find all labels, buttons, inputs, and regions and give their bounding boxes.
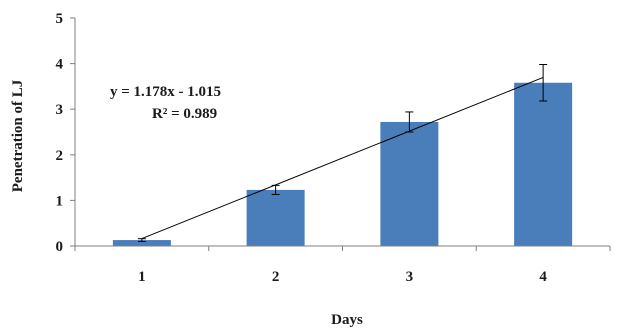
y-axis-title: Penetration of LJ: [10, 79, 26, 192]
y-axis-ticks: 0 1 2 3 4 5: [56, 11, 75, 255]
trendline-equation: y = 1.178x - 1.015: [110, 84, 221, 100]
x-tick-label-4: 4: [539, 269, 547, 285]
trendline-r2: R² = 0.989: [152, 106, 217, 122]
y-tick-label-4: 4: [56, 57, 64, 73]
x-axis-ticks: 1 2 3 4: [74, 246, 611, 285]
y-tick-label-1: 1: [56, 193, 64, 209]
trendline: [141, 76, 544, 240]
error-bars: [137, 64, 548, 242]
bar-day-1: [112, 240, 171, 246]
x-tick-label-2: 2: [272, 269, 280, 285]
bar-day-3: [380, 121, 439, 246]
y-tick-label-3: 3: [56, 102, 64, 118]
x-axis-title: Days: [331, 312, 363, 328]
bar-day-4: [514, 82, 573, 246]
y-tick-label-2: 2: [56, 148, 64, 164]
error-bar-day-1: [137, 238, 146, 242]
x-tick-label-3: 3: [406, 269, 414, 285]
bars: [112, 82, 573, 246]
bar-day-2: [246, 189, 305, 246]
error-bar-day-4: [539, 64, 548, 102]
y-tick-label-0: 0: [56, 239, 64, 255]
y-tick-label-5: 5: [56, 11, 64, 27]
x-tick-label-1: 1: [138, 269, 146, 285]
